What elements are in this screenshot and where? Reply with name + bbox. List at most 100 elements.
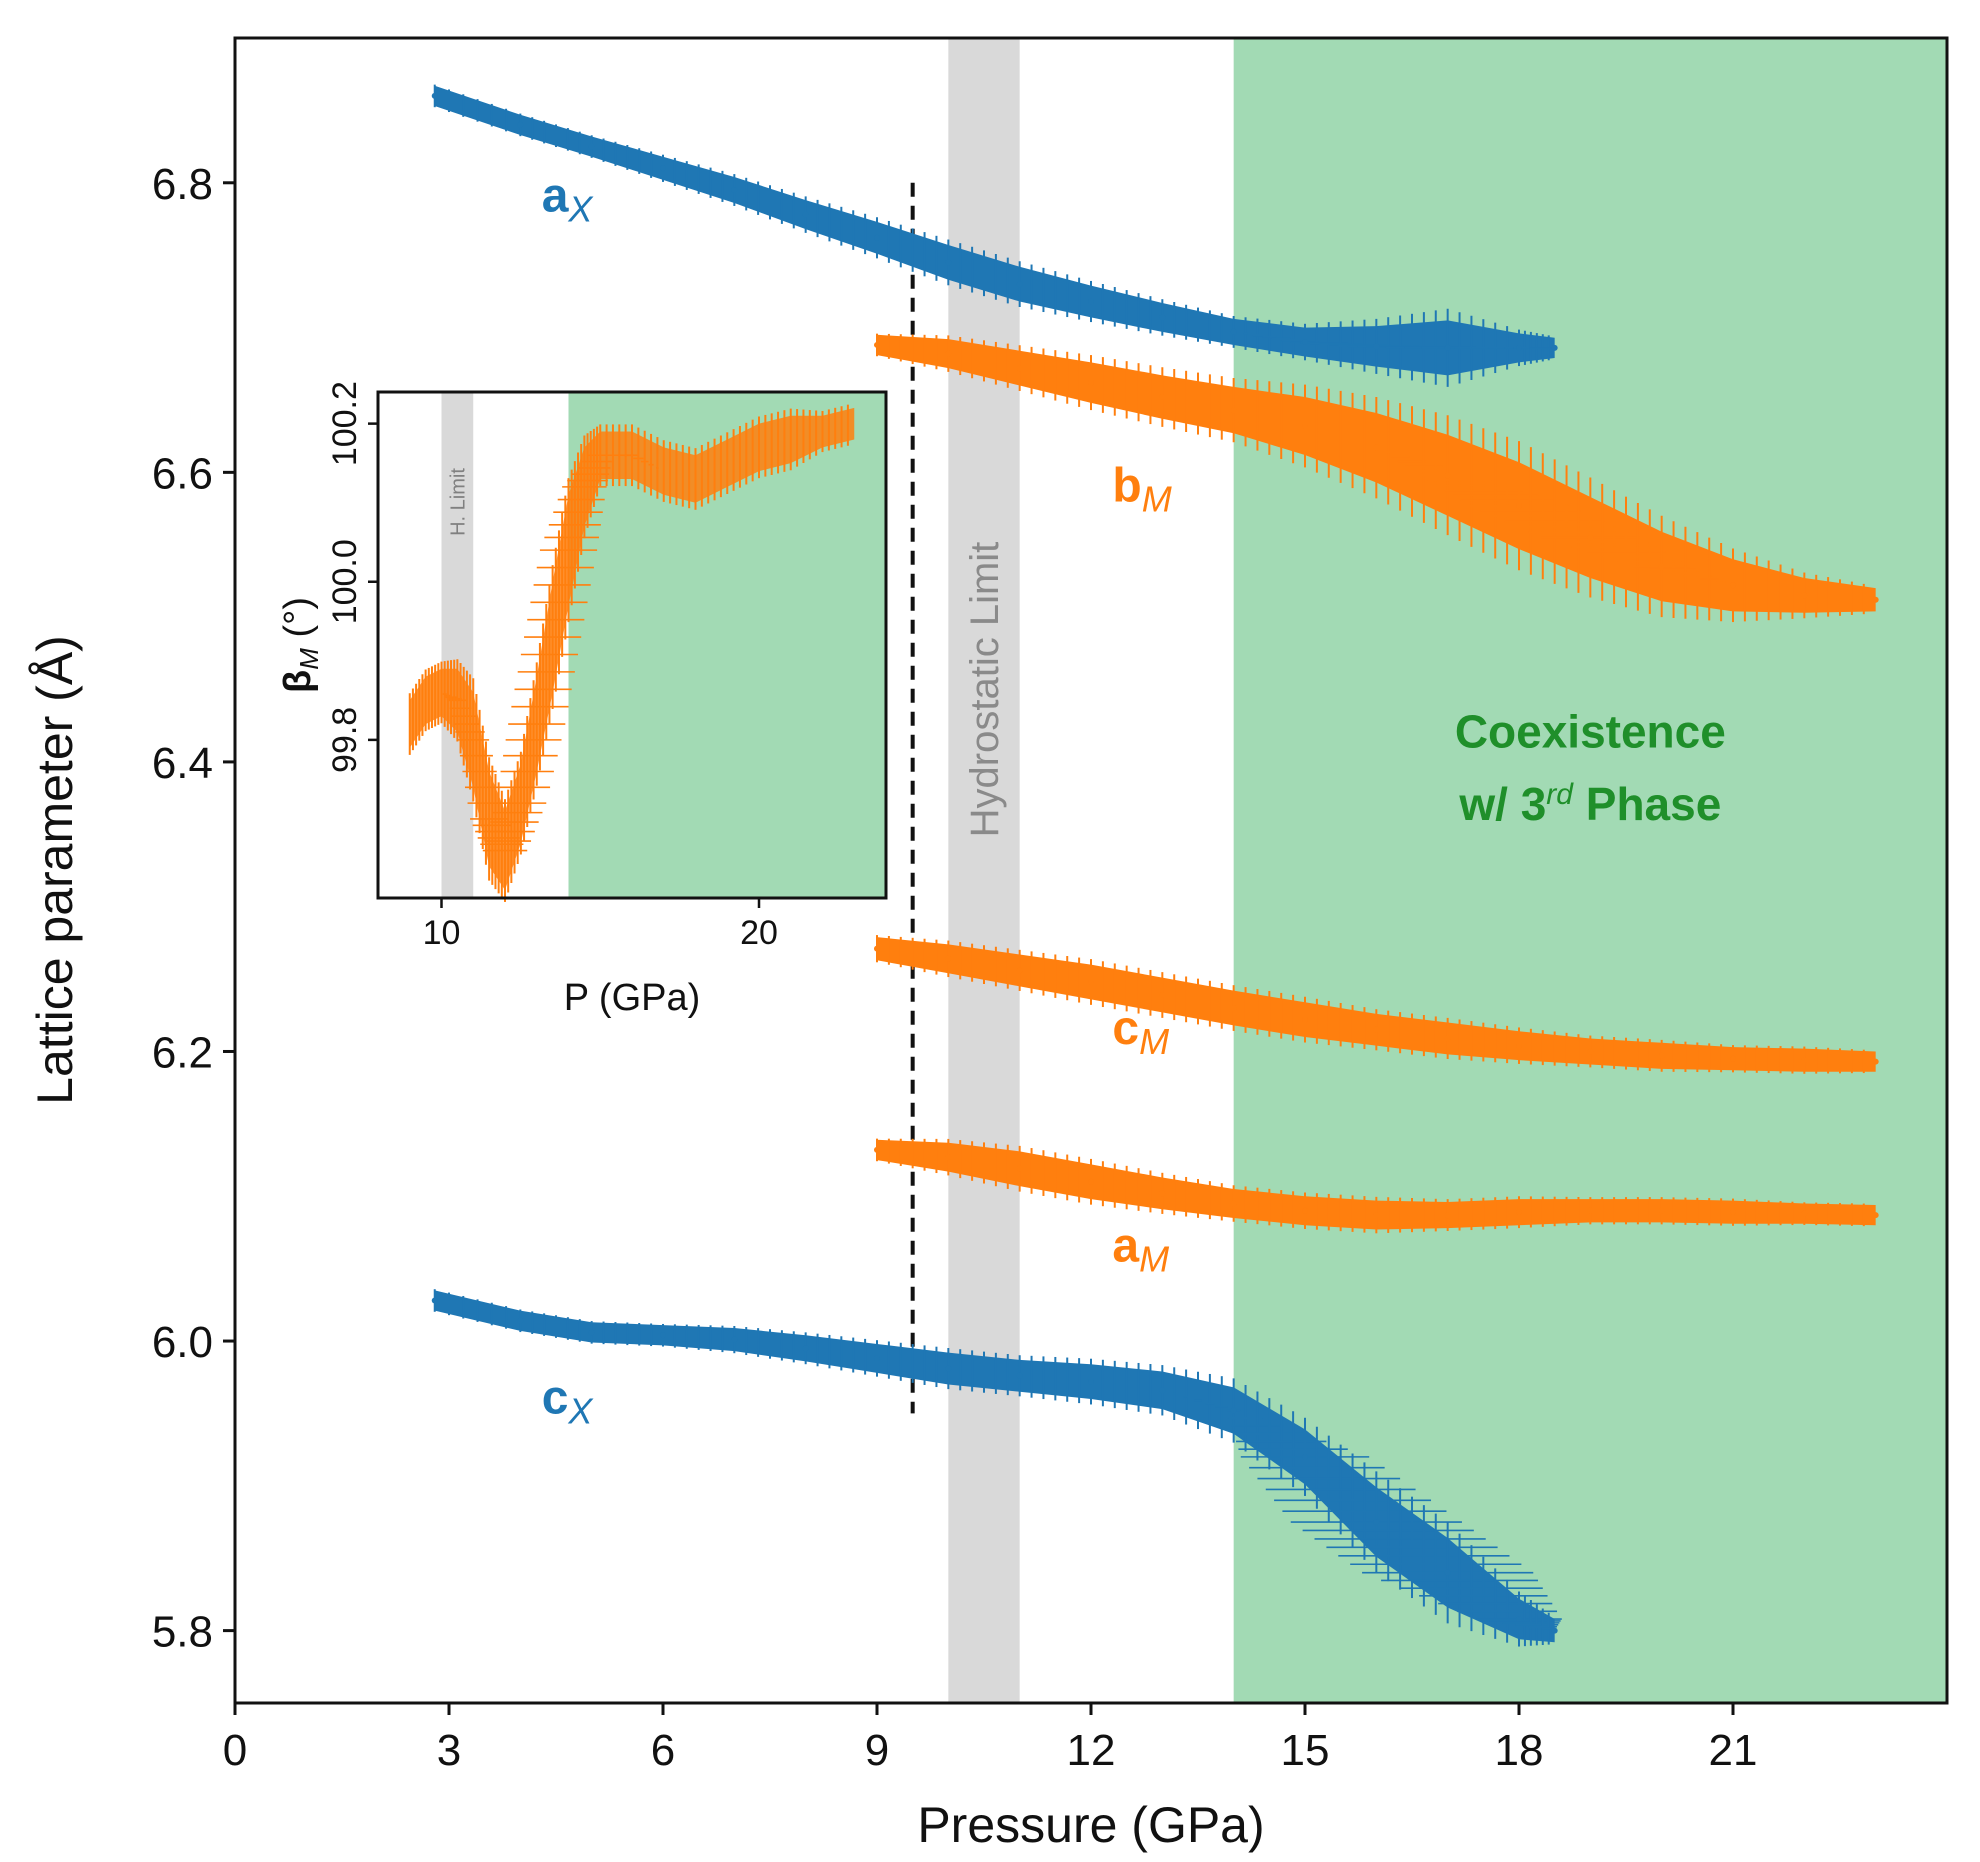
data-point-aX [1444, 344, 1451, 351]
x-axis-title: Pressure (GPa) [917, 1797, 1264, 1853]
data-point-cX [1016, 1372, 1023, 1379]
data-point-cM [1016, 967, 1023, 974]
data-point-aX [1016, 281, 1023, 288]
data-point-aX [660, 165, 666, 172]
data-point-cX [874, 1355, 880, 1362]
series-label-aX: aX [542, 170, 595, 230]
hydrostatic-limit-label: Hydrostatic Limit [963, 542, 1007, 838]
data-point-aM [1801, 1210, 1808, 1217]
region-hydrostatic-limit [948, 38, 1020, 1703]
y-tick-label: 6.0 [152, 1318, 213, 1367]
y-tick-label: 6.4 [152, 739, 213, 788]
series-label-cM: cM [1112, 1002, 1169, 1062]
data-point-aM [1159, 1190, 1166, 1197]
data-point-cX [945, 1365, 952, 1372]
inset-h-limit-label: H. Limit [447, 468, 469, 536]
inset-y-tick-label: 100.0 [326, 539, 364, 624]
data-point-cM [1516, 1042, 1522, 1049]
data-point-bM [1444, 472, 1451, 479]
series-band-cX [434, 1290, 1555, 1643]
inset-y-ticks: 99.8 100.0 100.2 [326, 381, 378, 773]
data-point-bM [1373, 444, 1380, 451]
data-point-bM [1516, 502, 1522, 509]
data-point-cX [588, 1329, 595, 1336]
series-labels: aX bM cM aM cX [542, 170, 1172, 1432]
inset-x-ticks: 10 20 [423, 898, 778, 952]
data-point-cX [1373, 1519, 1380, 1526]
data-point-cX [1516, 1616, 1522, 1623]
region-coexistence [1233, 38, 1947, 1703]
x-tick-label: 12 [1067, 1726, 1116, 1775]
data-point-cM [1872, 1058, 1879, 1065]
data-point-cM [1302, 1016, 1308, 1023]
data-point-cM [945, 955, 952, 962]
data-point-cM [1230, 1005, 1237, 1012]
data-point-aX [731, 187, 738, 194]
coexistence-label-line2: w/ 3rd Phase [1458, 778, 1721, 830]
x-tick-label: 6 [651, 1726, 675, 1775]
inset-x-axis-title: P (GPa) [564, 977, 701, 1019]
data-point-bM [1159, 394, 1166, 401]
data-point-aM [1444, 1212, 1451, 1219]
data-point-bM [1801, 592, 1808, 599]
series-aM [874, 1138, 1879, 1234]
data-point-aM [1516, 1209, 1522, 1216]
y-tick-label: 6.2 [152, 1028, 213, 1077]
data-point-aX [1088, 298, 1094, 305]
data-point-cM [1658, 1052, 1665, 1059]
inset-chart: H. Limit 10 20 99.8 100.0 100.2 P (GPa) βM … [277, 381, 888, 1019]
data-point-cX [731, 1336, 738, 1343]
inset-y-tick-label: 100.2 [326, 381, 364, 466]
data-point-cX [660, 1332, 666, 1339]
data-point-cX [1088, 1378, 1094, 1385]
x-tick-label: 3 [437, 1726, 461, 1775]
x-tick-label: 18 [1495, 1726, 1544, 1775]
data-point-aX [802, 211, 809, 218]
data-point-cM [1801, 1057, 1808, 1064]
data-point-bM [1230, 407, 1237, 414]
data-point-aM [1088, 1178, 1094, 1185]
data-point-aX [1516, 344, 1522, 351]
x-tick-label: 15 [1281, 1726, 1330, 1775]
data-point-aM [1872, 1212, 1879, 1219]
data-point-aX [517, 121, 524, 128]
data-point-cX [1551, 1627, 1558, 1634]
y-tick-label: 5.8 [152, 1608, 213, 1657]
data-point-aM [1587, 1207, 1594, 1214]
series-cX [431, 1289, 1562, 1647]
data-point-aM [1016, 1165, 1023, 1172]
data-point-bM [1016, 365, 1023, 372]
data-point-cX [1159, 1387, 1166, 1394]
y-tick-label: 6.6 [152, 449, 213, 498]
data-point-cX [802, 1345, 809, 1352]
data-point-bM [1658, 563, 1665, 570]
data-point-cX [517, 1317, 524, 1324]
data-point-bM [1872, 596, 1879, 603]
data-point-cM [1088, 978, 1094, 985]
x-axis-ticks: 0 3 6 9 12 15 18 21 [223, 1703, 1757, 1775]
data-point-aX [1230, 328, 1237, 335]
y-axis-title: Lattice parameter (Å) [27, 635, 83, 1105]
y-axis-ticks: 5.8 6.0 6.2 6.4 6.6 6.8 [152, 160, 235, 1657]
series-label-aM: aM [1112, 1219, 1169, 1279]
data-point-aX [1302, 339, 1308, 346]
shaded-regions [948, 38, 1947, 1703]
series-bM [874, 333, 1879, 623]
data-point-cM [1444, 1035, 1451, 1042]
inset-x-tick-label: 20 [740, 914, 778, 952]
data-point-cX [1444, 1569, 1451, 1576]
inset-y-axis-title: βM (°) [277, 597, 324, 693]
data-point-aX [588, 143, 595, 150]
series-label-bM: bM [1112, 459, 1171, 519]
series-aX [431, 84, 1558, 387]
data-point-bM [1587, 534, 1594, 541]
data-point-aM [1230, 1200, 1237, 1207]
data-point-cM [874, 945, 880, 952]
data-point-aM [1730, 1209, 1736, 1216]
data-point-aM [945, 1154, 952, 1161]
series-label-cX: cX [542, 1371, 595, 1431]
data-point-cM [1159, 992, 1166, 999]
inset-x-tick-label: 10 [423, 914, 461, 952]
data-point-aM [1658, 1207, 1665, 1214]
